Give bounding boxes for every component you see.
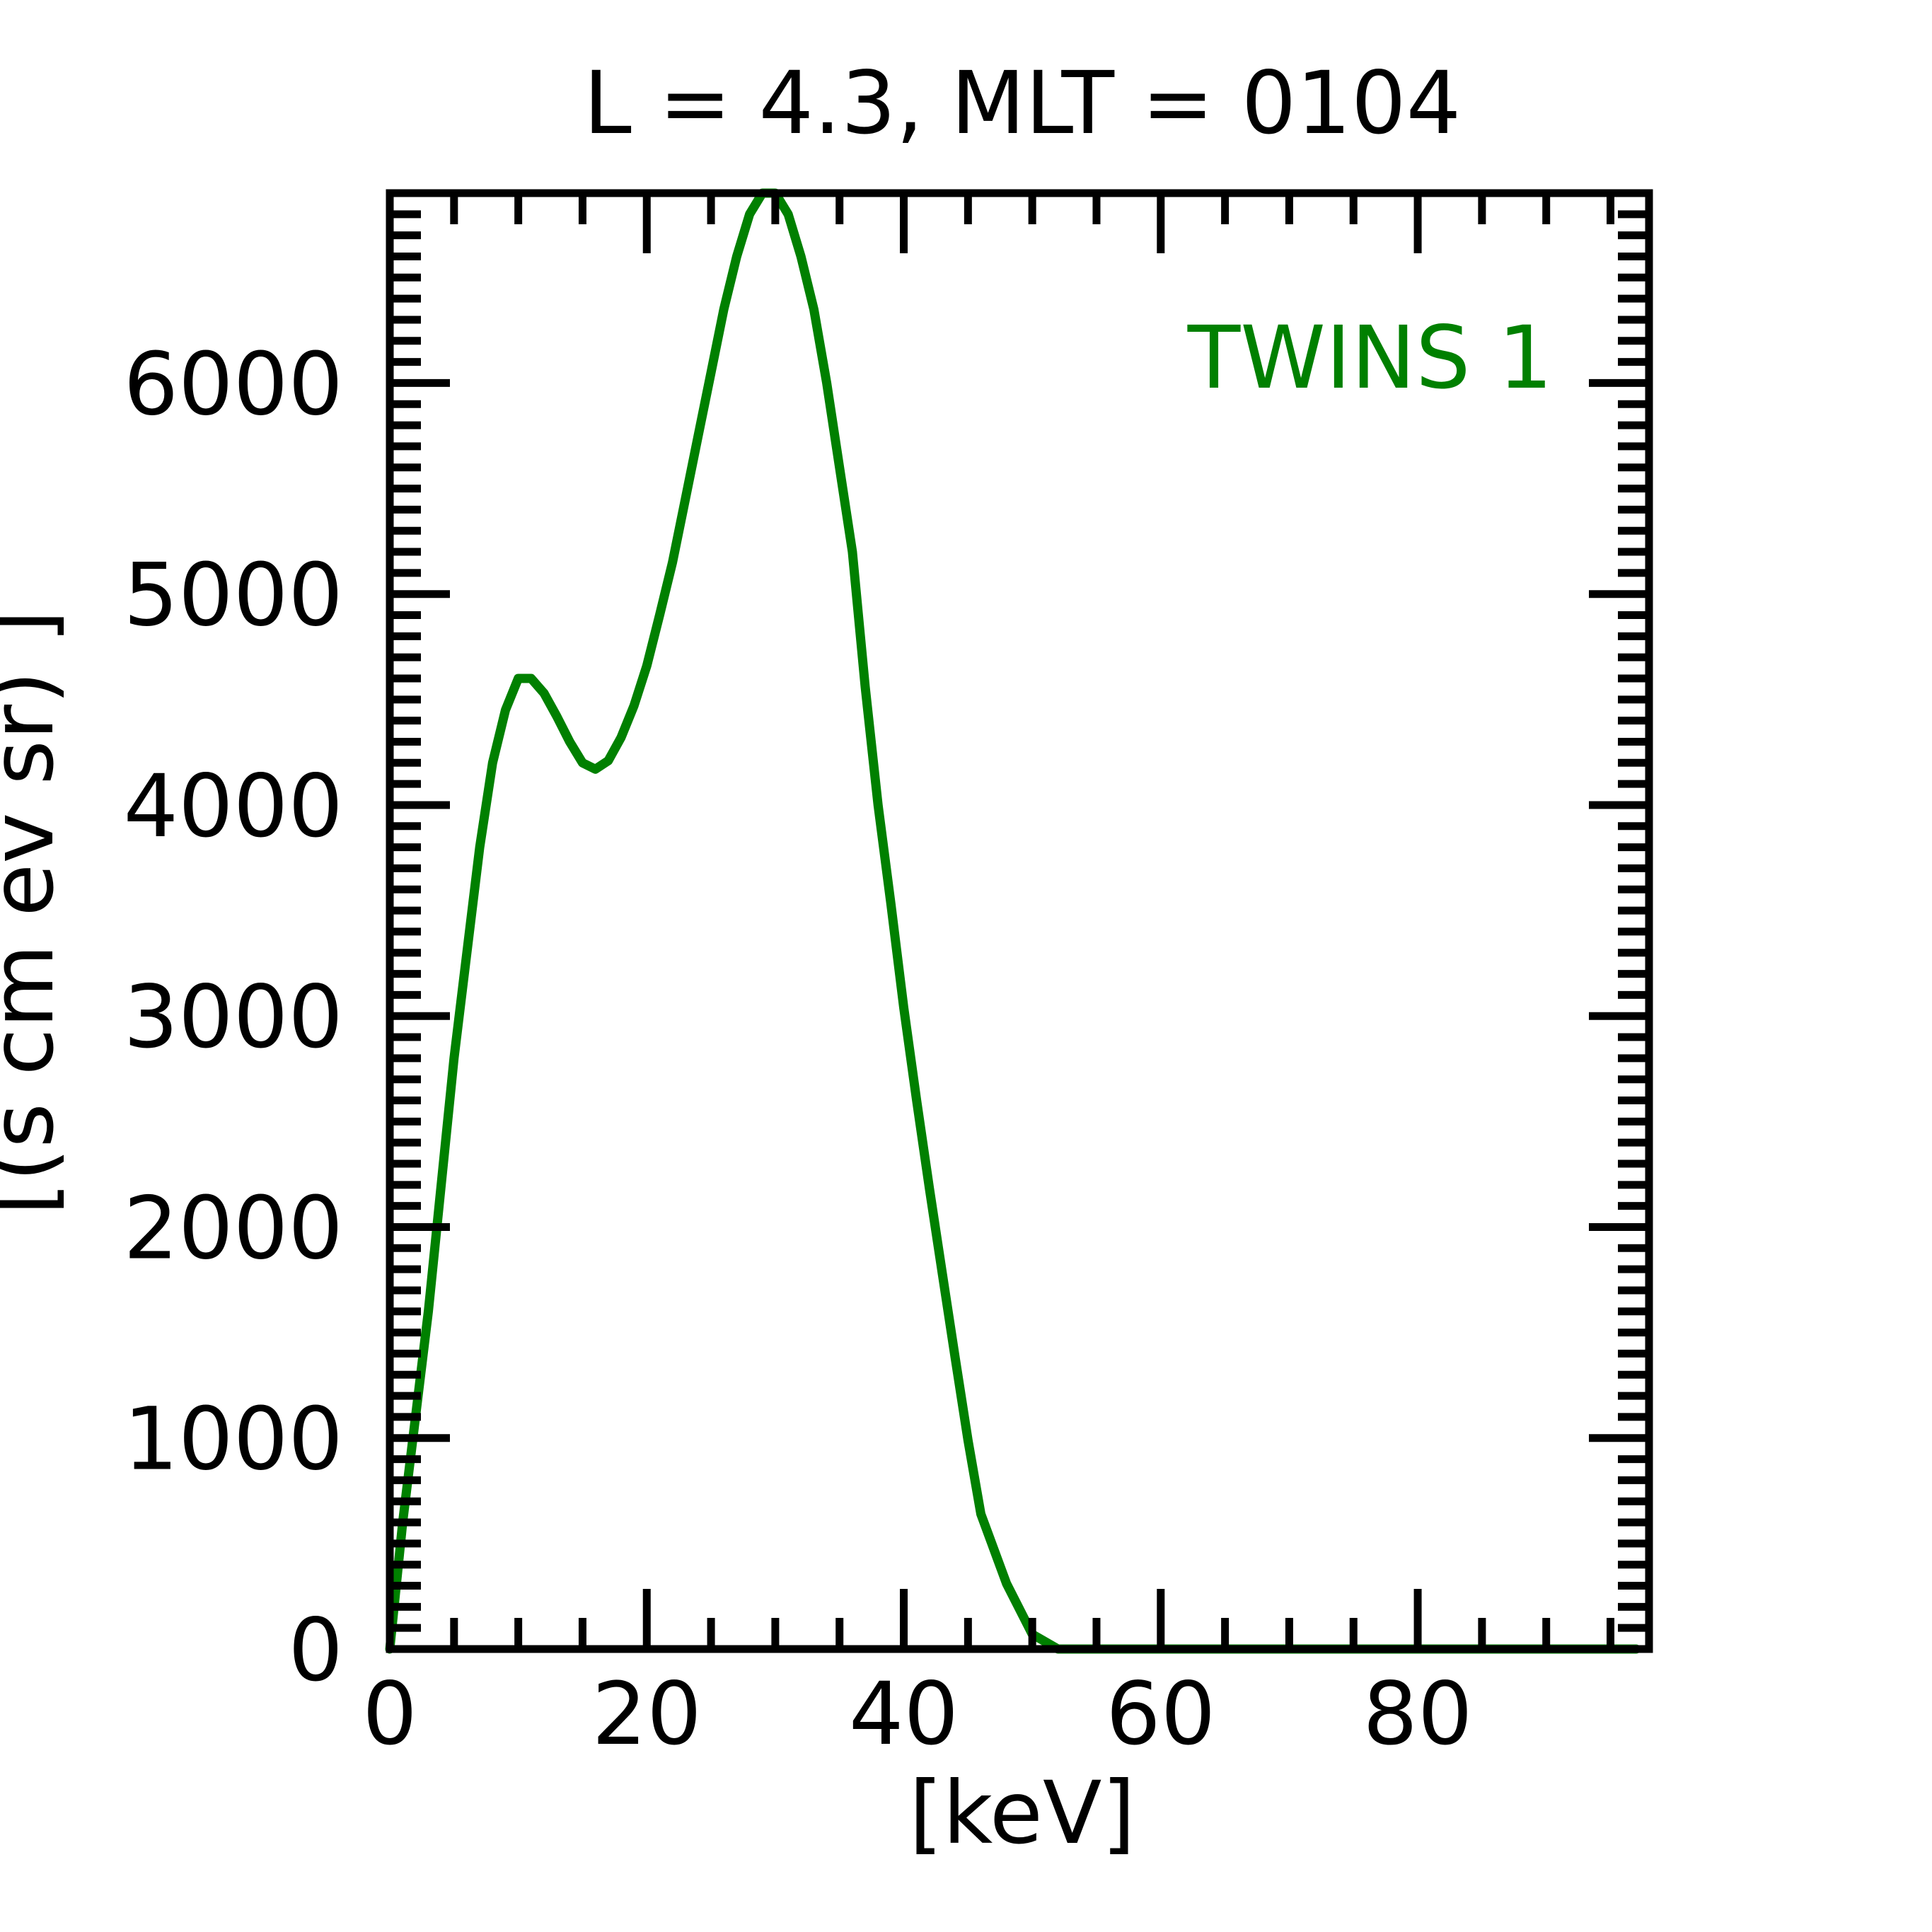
series-layer	[385, 188, 1641, 1654]
x-axis-label: [keV]	[909, 1763, 1135, 1863]
y-tick-label: 3000	[124, 967, 343, 1068]
plot-frame	[386, 189, 1653, 1653]
x-tick-label: 60	[1106, 1664, 1215, 1764]
tick-marks	[386, 189, 1649, 1653]
x-tick-label: 0	[362, 1664, 417, 1764]
y-tick-label: 1000	[124, 1389, 343, 1490]
chart-title: L = 4.3, MLT = 0104	[584, 53, 1462, 154]
y-tick-label: 2000	[124, 1178, 343, 1278]
y-tick-label: 6000	[124, 334, 343, 434]
x-tick-label: 80	[1363, 1664, 1472, 1764]
x-tick-label: 40	[849, 1664, 959, 1764]
y-tick-label: 0	[288, 1600, 343, 1701]
series-line-0	[385, 188, 1641, 1654]
x-tick-label: 20	[592, 1664, 702, 1764]
tick-labels: 0 20 40 60 80 0 1000 2000 3000 4000 5000 6000	[124, 334, 1473, 1764]
y-tick-label: 4000	[124, 756, 343, 857]
y-tick-label: 5000	[124, 545, 343, 646]
legend-entry-twins-1: TWINS 1	[1187, 308, 1553, 408]
y-axis-label: [(s cm ev sr) ]	[0, 610, 73, 1215]
